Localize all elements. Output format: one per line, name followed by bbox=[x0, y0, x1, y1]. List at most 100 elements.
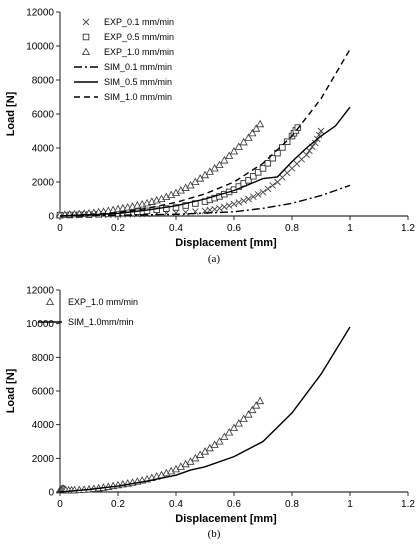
x-tick-label: 1 bbox=[347, 499, 353, 510]
legend-label: EXP_0.1 mm/min bbox=[104, 17, 174, 27]
series-exp-0-1-mm-min-point bbox=[250, 193, 257, 201]
series-exp-0-1-mm-min-point bbox=[269, 182, 276, 189]
series-exp-1-0-mm-min-point bbox=[256, 396, 265, 405]
x-tick-label: 0 bbox=[57, 499, 63, 510]
series-exp-0-1-mm-min-point bbox=[225, 202, 233, 209]
x-tick-label: 0.2 bbox=[111, 499, 125, 510]
y-tick-label: 12000 bbox=[26, 286, 54, 297]
series-exp-0-5-mm-min-point bbox=[245, 177, 252, 184]
y-tick-label: 4000 bbox=[32, 420, 55, 431]
series-sim-0-5-mm-min-line bbox=[59, 106, 351, 217]
legend-entry-exp-1-0-mm-min: EXP_1.0 mm/min bbox=[81, 47, 174, 57]
legend-label: EXP_0.5 mm/min bbox=[104, 32, 174, 42]
legend-marker-key bbox=[82, 18, 90, 26]
series-exp-0-1-mm-min-point bbox=[264, 185, 272, 193]
y-tick-label: 12000 bbox=[26, 8, 54, 19]
series-sim-0-1-mm-min bbox=[59, 184, 351, 217]
series-exp-0-5-mm-min-point bbox=[279, 144, 286, 151]
y-tick-label: 2000 bbox=[32, 454, 55, 465]
x-tick-label: 0 bbox=[57, 223, 63, 234]
series-exp-0-5-mm-min-point bbox=[264, 160, 272, 167]
series-exp-1-0-mm-min-point bbox=[244, 410, 253, 418]
legend-label: SIM_0.1 mm/min bbox=[104, 62, 172, 72]
legend-entry-sim-1-0mm-min: SIM_1.0mm/min bbox=[38, 317, 134, 327]
series-exp-0-5-mm-min-point bbox=[163, 205, 170, 212]
series-exp-0-1-mm-min-point bbox=[315, 131, 323, 139]
y-tick-label: 8000 bbox=[32, 76, 55, 87]
series-exp-1-0-mm-min-point bbox=[225, 428, 234, 436]
series-exp-0-1-mm-min-point bbox=[311, 139, 319, 147]
x-tick-label: 0.4 bbox=[169, 223, 183, 234]
x-tick-label: 0.6 bbox=[227, 499, 241, 510]
legend-entry-exp-0-1-mm-min: EXP_0.1 mm/min bbox=[82, 17, 174, 27]
series-exp-1-0-mm-min-point bbox=[239, 414, 248, 423]
series-exp-1-0-mm-min-point bbox=[244, 133, 253, 141]
x-tick-label: 0.4 bbox=[169, 499, 183, 510]
x-tick-label: 0.2 bbox=[111, 223, 125, 234]
series-sim-0-1-mm-min-line bbox=[59, 184, 351, 217]
series-exp-0-1-mm-min-point bbox=[216, 205, 223, 212]
series-exp-0-1-mm-min-point bbox=[221, 203, 228, 211]
series-exp-1-0-mm-min-point bbox=[229, 423, 239, 432]
x-tick-label: 1.2 bbox=[401, 223, 415, 234]
series-exp-0-1-mm-min-point bbox=[172, 209, 180, 217]
series-exp-1-0-mm-min-point bbox=[252, 124, 261, 132]
series-exp-1-0-mm-min-point bbox=[234, 419, 243, 427]
legend-label: SIM_1.0mm/min bbox=[68, 317, 134, 327]
y-tick-label: 2000 bbox=[32, 178, 55, 189]
series-exp-0-1-mm-min-point bbox=[303, 151, 310, 159]
panel-caption: (a) bbox=[208, 253, 221, 265]
series-exp-0-5-mm-min-point bbox=[250, 173, 257, 180]
legend: EXP_0.1 mm/min EXP_0.5 mm/min EXP_1.0 mm/m… bbox=[74, 17, 174, 102]
legend-label: SIM_1.0 mm/min bbox=[104, 92, 172, 102]
legend-label: EXP_1.0 mm/min bbox=[68, 297, 138, 307]
series-exp-1-0-mm-min-point bbox=[239, 137, 248, 146]
legend-entry-sim-0-1-mm-min: SIM_0.1 mm/min bbox=[74, 62, 172, 72]
legend-marker-key bbox=[81, 47, 91, 55]
y-tick-label: 10000 bbox=[26, 319, 54, 330]
panel-caption: (b) bbox=[208, 528, 221, 540]
series-exp-1-0-mm-min-point bbox=[229, 146, 239, 155]
series-sim-0-5-mm-min bbox=[59, 106, 351, 217]
legend-entry-exp-1-0-mm-min: EXP_1.0 mm/min bbox=[45, 297, 138, 307]
x-axis-label: Displacement [mm] bbox=[175, 513, 277, 525]
y-tick-label: 0 bbox=[48, 488, 54, 499]
series-exp-1-0-mm-min-point bbox=[215, 160, 224, 168]
series-exp-1-0-mm-min-point bbox=[248, 128, 257, 137]
x-axis-label: Displacement [mm] bbox=[175, 237, 277, 249]
y-tick-label: 10000 bbox=[26, 42, 54, 53]
series-exp-1-0-mm-min-point bbox=[248, 405, 257, 414]
series-exp-1-0-mm-min-point bbox=[225, 151, 234, 159]
series-exp-1-0-mm-min-point bbox=[234, 142, 243, 150]
y-tick-label: 6000 bbox=[32, 387, 55, 398]
series-exp-1-0-mm-min-point bbox=[252, 401, 261, 409]
series-exp-0-1-mm-min-point bbox=[245, 195, 252, 203]
legend-label: EXP_1.0 mm/min bbox=[104, 47, 174, 57]
y-tick-label: 8000 bbox=[32, 353, 55, 364]
legend-entry-exp-0-5-mm-min: EXP_0.5 mm/min bbox=[82, 32, 174, 42]
legend-marker-key bbox=[45, 297, 55, 305]
series-exp-0-1-mm-min-point bbox=[254, 191, 262, 198]
y-tick-label: 4000 bbox=[32, 144, 55, 155]
series-exp-1-0-mm-min-point bbox=[220, 156, 229, 164]
series-sim-1-0-mm-min bbox=[59, 49, 351, 217]
chart-panel-a: 0 2000 4000 6000 8000 10000 12000 0 0.2 0.4 0.6 0.8… bbox=[5, 8, 415, 266]
legend-label: SIM_0.5 mm/min bbox=[104, 77, 172, 87]
x-tick-label: 0.8 bbox=[285, 499, 299, 510]
series-sim-1-0mm-min-line bbox=[59, 326, 351, 493]
series-sim-1-0mm-min bbox=[59, 326, 351, 493]
series-exp-0-5-mm-min-point bbox=[182, 202, 189, 209]
x-tick-label: 0.6 bbox=[227, 223, 241, 234]
x-tick-label: 0.8 bbox=[285, 223, 299, 234]
y-tick-label: 0 bbox=[48, 212, 54, 223]
series-exp-0-1-mm-min-point bbox=[317, 127, 325, 135]
series-exp-0-5-mm-min-point bbox=[283, 138, 291, 146]
y-axis-label: Load [N] bbox=[5, 368, 17, 413]
series-exp-0-1-mm-min-point bbox=[306, 147, 313, 155]
y-tick-label: 6000 bbox=[32, 110, 55, 121]
x-tick-label: 1.2 bbox=[401, 499, 415, 510]
series-exp-0-5-mm-min-point bbox=[269, 154, 276, 162]
series-exp-0-5-mm-min-point bbox=[172, 204, 180, 211]
chart-panel-b: 0 2000 4000 6000 8000 10000 12000 0 0.2 0.4 0.6 0.8… bbox=[5, 286, 415, 541]
